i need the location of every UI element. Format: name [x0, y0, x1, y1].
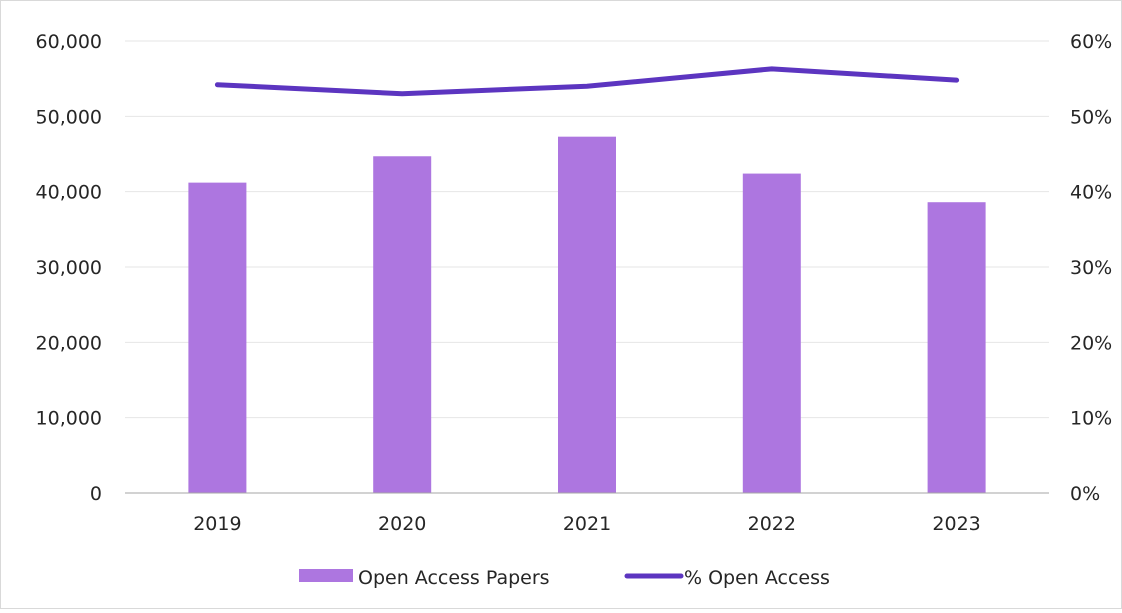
bar-series — [188, 137, 985, 493]
bar-2020 — [373, 156, 431, 493]
right-axis-tick-label: 0% — [1070, 483, 1100, 505]
bar-2023 — [928, 202, 986, 493]
legend-bar-label: Open Access Papers — [358, 567, 550, 589]
left-axis-tick-label: 10,000 — [36, 408, 102, 430]
legend-line-label: % Open Access — [684, 567, 830, 589]
x-axis-tick-label: 2020 — [378, 513, 426, 535]
left-axis-tick-label: 20,000 — [36, 332, 102, 354]
x-axis-tick-label: 2022 — [748, 513, 796, 535]
right-axis-tick-labels: 0% 10% 20% 30% 40% 50% 60% — [1070, 31, 1112, 505]
left-axis-tick-label: 60,000 — [36, 31, 102, 53]
bar-2019 — [188, 183, 246, 493]
right-axis-tick-label: 40% — [1070, 182, 1112, 204]
legend-bar-swatch — [299, 569, 353, 582]
x-axis-tick-label: 2021 — [563, 513, 611, 535]
left-axis-tick-label: 40,000 — [36, 182, 102, 204]
x-axis-tick-label: 2023 — [932, 513, 980, 535]
bar-2022 — [743, 174, 801, 493]
x-axis-tick-labels: 2019 2020 2021 2022 2023 — [193, 513, 981, 535]
left-axis-tick-label: 0 — [90, 483, 102, 505]
line-series-path — [217, 69, 956, 94]
right-axis-tick-label: 20% — [1070, 332, 1112, 354]
line-series — [217, 69, 956, 94]
right-axis-tick-label: 30% — [1070, 257, 1112, 279]
right-axis-tick-label: 60% — [1070, 31, 1112, 53]
bar-2021 — [558, 137, 616, 493]
right-axis-tick-label: 10% — [1070, 408, 1112, 430]
left-axis-tick-label: 50,000 — [36, 106, 102, 128]
x-axis-tick-label: 2019 — [193, 513, 241, 535]
right-axis-tick-label: 50% — [1070, 106, 1112, 128]
left-axis-tick-label: 30,000 — [36, 257, 102, 279]
legend: Open Access Papers % Open Access — [299, 567, 830, 589]
left-axis-tick-labels: 0 10,000 20,000 30,000 40,000 50,000 60,000 — [36, 31, 102, 505]
